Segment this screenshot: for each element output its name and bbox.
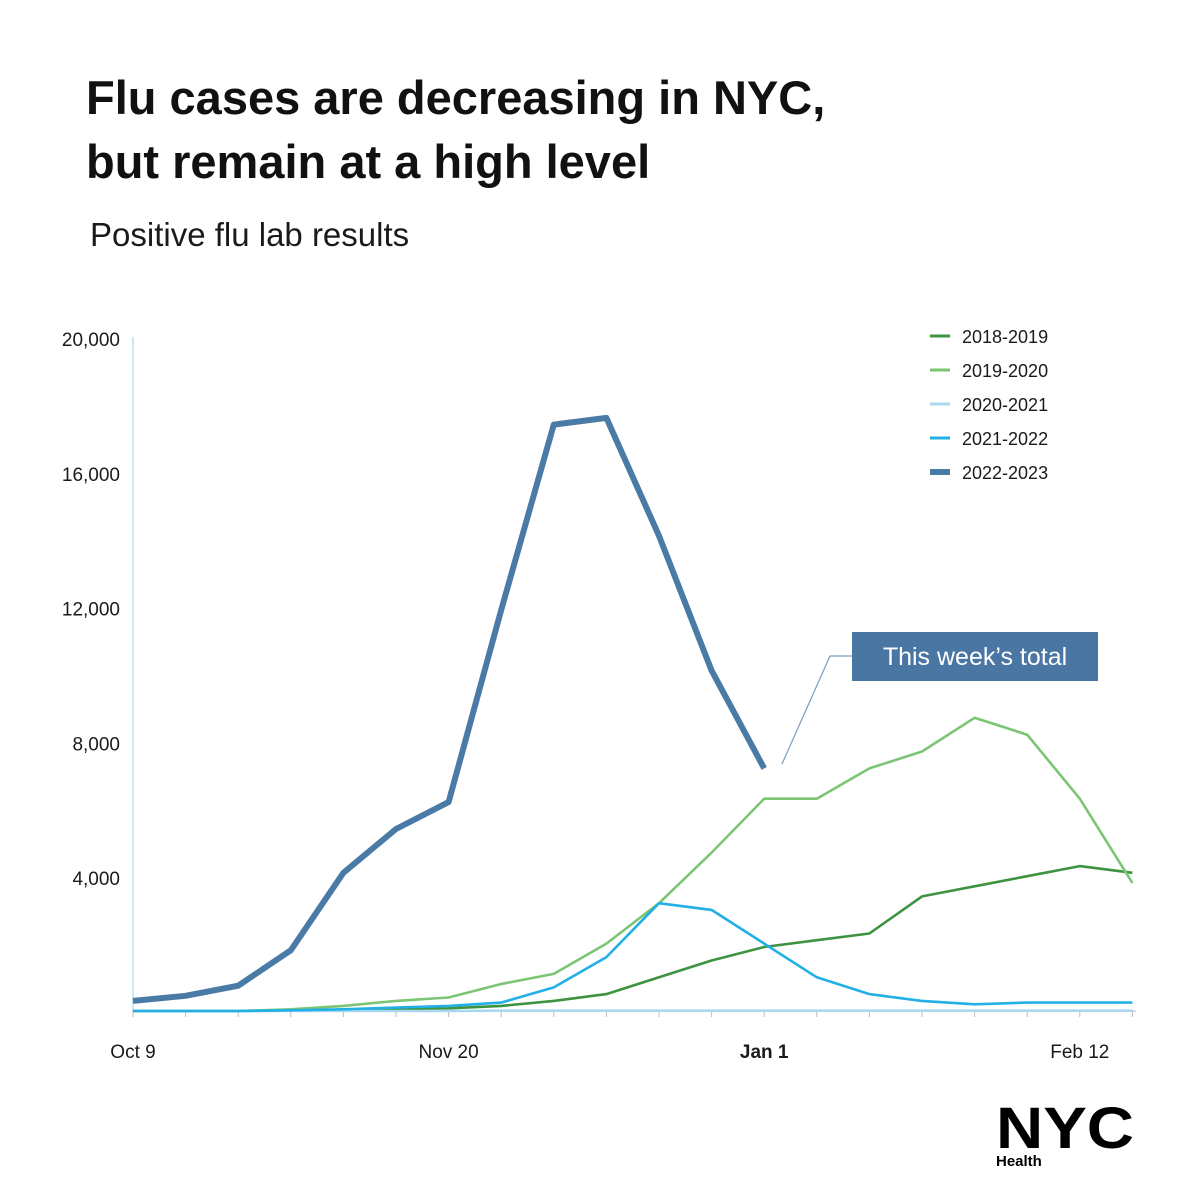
legend-label-2021-2022: 2021-2022 — [962, 429, 1048, 449]
y-tick-label: 20,000 — [62, 330, 120, 351]
legend-label-2022-2023: 2022-2023 — [962, 463, 1048, 483]
logo-wordmark: NYC — [996, 1100, 1134, 1161]
y-tick-label: 4,000 — [72, 869, 120, 890]
x-tick-label: Oct 9 — [110, 1042, 155, 1063]
title-line-1: Flu cases are decreasing in NYC, — [86, 71, 826, 124]
callout-box — [852, 632, 1098, 681]
nyc-health-logo: NYC Health — [996, 1100, 1134, 1170]
y-tick-label: 16,000 — [62, 465, 120, 486]
legend-label-2020-2021: 2020-2021 — [962, 395, 1048, 415]
callout-label: This week’s total — [883, 643, 1067, 671]
y-tick-label: 12,000 — [62, 600, 120, 621]
callout-leader-line — [781, 655, 831, 765]
x-tick-label: Jan 1 — [740, 1042, 789, 1063]
x-tick-label: Nov 20 — [418, 1042, 478, 1063]
x-tick-label: Feb 12 — [1050, 1042, 1109, 1063]
this-week-callout: This week’s total — [781, 632, 1098, 765]
series-line-2022-2023 — [132, 414, 767, 1004]
chart-title: Flu cases are decreasing in NYC, but rem… — [86, 66, 1086, 194]
y-tick-label: 8,000 — [72, 734, 120, 755]
series-line-2018-2019 — [133, 864, 1133, 1013]
legend-label-2019-2020: 2019-2020 — [962, 361, 1048, 381]
title-line-2: but remain at a high level — [86, 135, 651, 188]
logo-label: Health — [996, 1153, 1042, 1170]
chart-legend: 2018-2019 2019-2020 2020-2021 2021-2022 2022… — [930, 327, 1048, 483]
series-line-2021-2022 — [133, 901, 1133, 1013]
series-line-2019-2020 — [133, 716, 1134, 1013]
legend-label-2018-2019: 2018-2019 — [962, 327, 1048, 347]
chart-series-lines — [132, 414, 1134, 1013]
chart-subtitle: Positive flu lab results — [90, 216, 410, 253]
line-chart: 4,000 8,000 12,000 16,000 20,000 Oct 9 Nov 20 J… — [62, 327, 1136, 1063]
